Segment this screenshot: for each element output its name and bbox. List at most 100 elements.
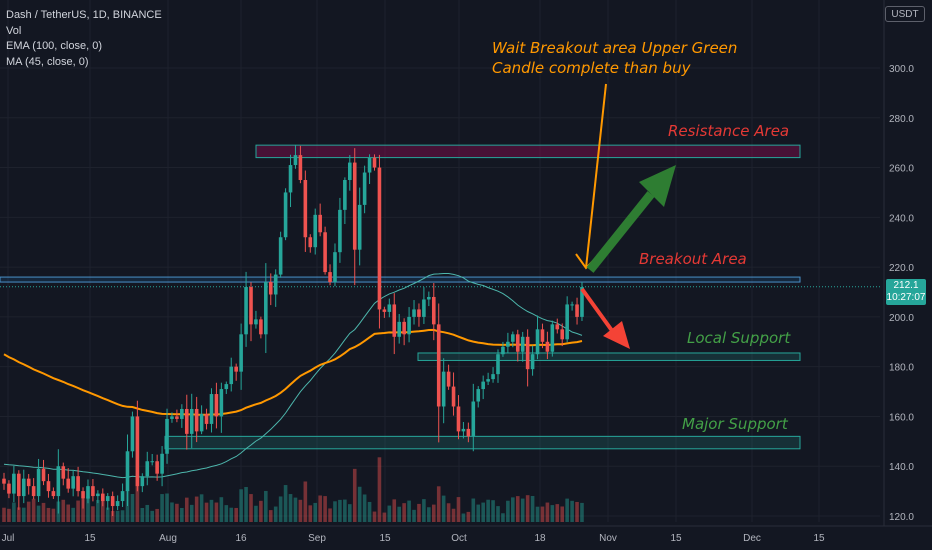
- candle-body: [481, 381, 485, 390]
- volume-bar: [466, 511, 471, 522]
- time-tick-label: 15: [379, 533, 391, 544]
- candle: [323, 226, 327, 275]
- volume-bar: [91, 506, 95, 522]
- candle-body: [387, 304, 392, 312]
- candle: [293, 145, 298, 169]
- candle: [7, 480, 11, 499]
- candle: [575, 297, 579, 325]
- candle: [101, 488, 105, 507]
- candle: [298, 145, 303, 184]
- candle-body: [555, 324, 560, 330]
- candle: [348, 155, 352, 191]
- candle: [530, 345, 535, 376]
- candle-body: [446, 371, 451, 387]
- symbol-title[interactable]: Dash / TetherUS, 1D, BINANCE: [6, 9, 162, 21]
- volume-bar: [259, 500, 263, 522]
- candle-body: [565, 304, 569, 340]
- ema-100-line: [3, 328, 583, 416]
- major-support-label: Major Support: [682, 415, 788, 433]
- candle: [461, 422, 466, 439]
- candle: [456, 395, 461, 440]
- candle: [36, 458, 41, 503]
- candle-body: [496, 354, 500, 375]
- candle: [254, 310, 258, 329]
- currency-button[interactable]: USDT: [885, 6, 925, 22]
- candle: [105, 493, 110, 510]
- price-tick-label: 220.0: [889, 263, 914, 274]
- candle-body: [229, 366, 234, 385]
- candle-body: [545, 341, 550, 352]
- candle: [362, 165, 367, 214]
- candle-body: [520, 336, 525, 352]
- volume-bar: [417, 503, 421, 522]
- candle-body: [431, 296, 436, 325]
- candle-body: [150, 461, 154, 463]
- volume-bar: [184, 497, 189, 522]
- time-tick-label: Jul: [2, 533, 15, 544]
- candle-body: [115, 501, 120, 507]
- volume-bar: [496, 506, 500, 522]
- breakout-zone: [0, 276, 801, 283]
- local-support-zone: [417, 352, 801, 361]
- candle: [26, 474, 31, 495]
- volume-bar: [530, 495, 535, 522]
- ma-indicator-label[interactable]: MA (45, close, 0): [6, 55, 89, 68]
- candle-body: [264, 282, 268, 335]
- candle-body: [204, 413, 209, 424]
- candle: [352, 148, 357, 286]
- volume-bar: [219, 497, 224, 522]
- candle-body: [91, 486, 95, 497]
- candle: [81, 487, 85, 509]
- candle: [175, 409, 179, 423]
- volume-indicator-label[interactable]: Vol: [6, 24, 22, 37]
- candle-body: [96, 493, 100, 497]
- volume-bar: [392, 499, 397, 522]
- candle-body: [357, 204, 362, 250]
- candle-body: [466, 428, 471, 437]
- candle-body: [31, 486, 36, 497]
- candle: [204, 408, 209, 430]
- candle: [199, 405, 204, 435]
- local-support-label: Local Support: [687, 329, 791, 347]
- candle: [2, 472, 6, 490]
- candle: [357, 187, 362, 266]
- time-tick-label: 16: [235, 533, 247, 544]
- candle-body: [397, 321, 401, 337]
- price-tick-label: 260.0: [889, 164, 914, 175]
- volume-bar: [352, 468, 357, 522]
- candle-body: [303, 179, 308, 238]
- candle: [140, 473, 145, 493]
- volume-bar: [264, 490, 268, 522]
- volume-bar: [204, 502, 209, 522]
- volume-bar: [209, 499, 214, 522]
- candle: [189, 393, 194, 449]
- candle-body: [441, 371, 446, 407]
- volume-bar: [323, 496, 327, 522]
- candle-body: [26, 478, 31, 487]
- ema-indicator-label[interactable]: EMA (100, close, 0): [6, 40, 102, 52]
- volume-bar: [446, 503, 451, 522]
- candle-body: [362, 172, 367, 205]
- candle-body: [145, 461, 150, 477]
- candle-body: [234, 366, 238, 372]
- volume-bar: [278, 496, 283, 522]
- candle: [21, 469, 26, 504]
- instruction-annotation: Wait Breakout area Upper Green Candle co…: [492, 38, 737, 78]
- volume-bar: [160, 494, 164, 522]
- candle-body: [214, 394, 219, 417]
- volume-bar: [110, 511, 115, 522]
- volume-bar: [120, 510, 125, 522]
- red-arrow-shaft: [580, 287, 615, 334]
- volume-bar: [7, 508, 11, 522]
- candle: [540, 323, 545, 349]
- candle-body: [86, 486, 90, 499]
- candle-body: [288, 165, 293, 193]
- candle: [570, 301, 574, 311]
- volume-bar: [387, 505, 392, 522]
- candle: [150, 454, 154, 466]
- candle-body: [575, 304, 579, 317]
- candle: [155, 454, 159, 481]
- candle: [214, 382, 219, 429]
- candle-body: [392, 304, 397, 337]
